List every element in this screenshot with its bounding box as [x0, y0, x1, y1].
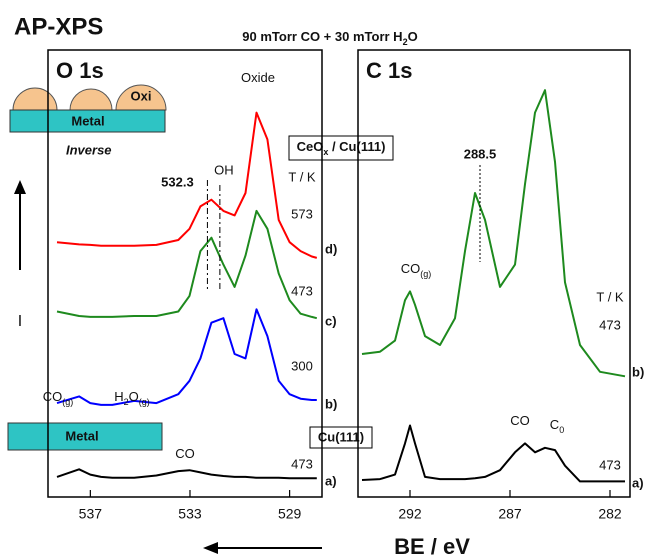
x-tick-label: 537: [79, 506, 103, 522]
x-tick-label: 533: [178, 506, 202, 522]
spectrum-line: [56, 209, 318, 320]
sample-label: CeOx / Cu(111): [297, 139, 386, 157]
sample-box: [288, 135, 394, 161]
arrow-head: [203, 542, 218, 554]
marker-label: 288.5: [464, 146, 497, 161]
spectrum-line: [56, 468, 317, 480]
annotation-part: C: [550, 417, 559, 432]
particle-label: Oxi: [131, 88, 152, 103]
temperature-label: 573: [291, 206, 313, 221]
annotation: CO: [175, 446, 195, 461]
annotation: Oxide: [241, 70, 275, 85]
spectrum-line: [56, 111, 318, 259]
curve-label: a): [632, 475, 644, 490]
x-tick-label: 529: [278, 506, 302, 522]
support-label: Metal: [65, 428, 98, 443]
condition-part: O: [408, 29, 418, 44]
condition-sub: 2: [403, 37, 408, 47]
annotation: CO(g): [401, 261, 432, 279]
annotation-part: CO: [175, 446, 195, 461]
annotation-part: 0: [559, 425, 564, 435]
curve-label: c): [325, 313, 337, 328]
particle: [69, 88, 113, 111]
temperature-label: 473: [599, 457, 621, 472]
y-axis-label: I: [18, 313, 22, 330]
panel-title: O 1s: [56, 58, 104, 83]
sample-part: / Cu(111): [328, 139, 385, 154]
spectrum-line: [361, 89, 626, 378]
temperature-label: 473: [291, 456, 313, 471]
metal-support: [7, 422, 163, 451]
sample-sub: x: [323, 147, 328, 157]
figure-title: AP-XPS: [14, 13, 103, 40]
marker-label: 532.3: [161, 174, 194, 189]
annotation-part: CO: [401, 261, 421, 276]
curve-label: a): [325, 473, 337, 488]
sample-box: [309, 426, 373, 449]
annotation: CO(g): [43, 389, 74, 407]
temperature-label: 473: [599, 317, 621, 332]
temperature-header: T / K: [288, 169, 316, 184]
annotation: CO: [510, 413, 530, 428]
annotation-part: (g): [139, 397, 150, 407]
arrow-head: [14, 180, 26, 194]
annotation-part: CO: [510, 413, 530, 428]
panel-frame: [47, 49, 323, 498]
sample-part: CeO: [297, 139, 324, 154]
marker-label: OH: [214, 162, 234, 177]
temperature-header: T / K: [596, 289, 624, 304]
panel-title: C 1s: [366, 58, 412, 83]
x-axis-label: BE / eV: [394, 534, 470, 559]
x-tick-label: 292: [398, 506, 422, 522]
temperature-label: 300: [291, 358, 313, 373]
temperature-label: 473: [291, 283, 313, 298]
panel-frame: [357, 49, 631, 498]
sample-label: Cu(111): [318, 429, 364, 444]
annotation: H2O(g): [114, 389, 150, 407]
x-tick-label: 282: [598, 506, 622, 522]
annotation-part: H: [114, 389, 123, 404]
x-tick-label: 287: [498, 506, 522, 522]
spectrum-line: [361, 424, 625, 483]
condition-part: 90 mTorr CO + 30 mTorr H: [242, 29, 402, 44]
particle: [115, 84, 167, 111]
annotation-part: CO: [43, 389, 63, 404]
annotation-part: (g): [62, 397, 73, 407]
annotation: C0: [550, 417, 564, 435]
curve-label: b): [325, 396, 337, 411]
annotation-part: 2: [124, 397, 129, 407]
annotation-part: Oxide: [241, 70, 275, 85]
spectrum-line: [56, 308, 317, 406]
support-label: Metal: [71, 113, 104, 128]
annotation-part: (g): [420, 269, 431, 279]
inverse-label: Inverse: [66, 142, 112, 157]
curve-label: d): [325, 241, 337, 256]
particle: [12, 87, 58, 111]
curve-label: b): [632, 364, 644, 379]
annotation-part: O: [129, 389, 139, 404]
condition: 90 mTorr CO + 30 mTorr H2O: [242, 29, 417, 47]
